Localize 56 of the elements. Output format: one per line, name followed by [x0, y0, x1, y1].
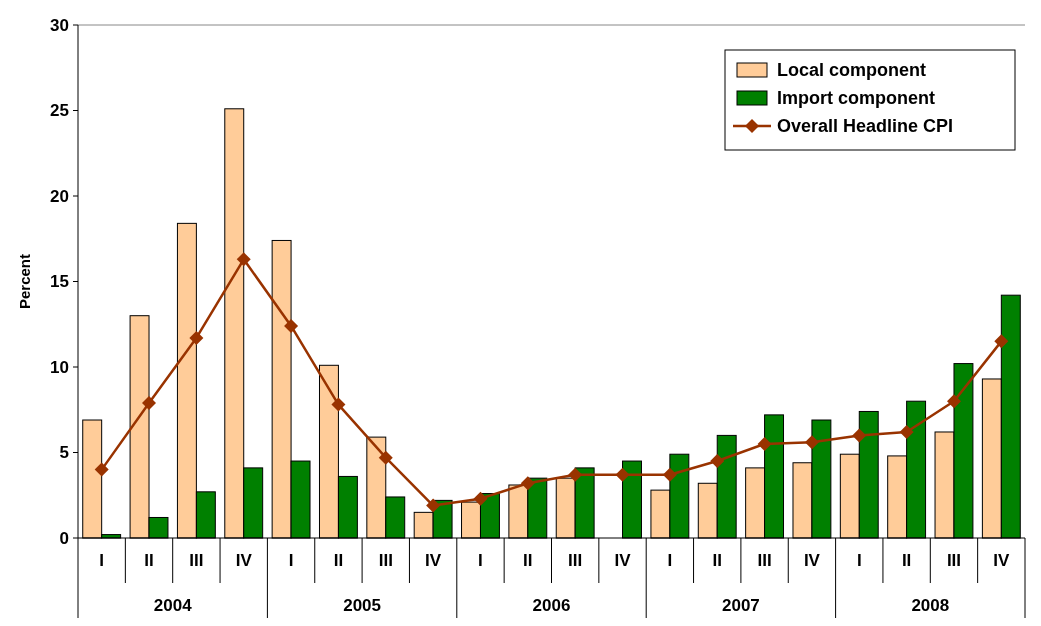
- point: [236, 252, 251, 267]
- x-tick-label: IV: [235, 551, 253, 570]
- x-tick-label: I: [288, 551, 294, 570]
- point: [946, 394, 961, 409]
- y-tick-label: 15: [50, 272, 69, 292]
- point: [331, 397, 346, 412]
- text: 2005: [343, 596, 382, 615]
- y-tick-label: 25: [50, 101, 69, 121]
- legend-label: Local component: [777, 60, 927, 81]
- point: [615, 467, 630, 482]
- y-tick-label: 20: [50, 186, 69, 206]
- text: 2006: [532, 596, 571, 615]
- point: [662, 467, 677, 482]
- point: [804, 435, 819, 450]
- x-tick-label: III: [189, 551, 204, 570]
- x-tick-label: I: [856, 551, 862, 570]
- x-tick-label: II: [712, 551, 722, 570]
- x-tick-label: I: [478, 551, 483, 570]
- point: [426, 498, 441, 513]
- point: [710, 454, 725, 469]
- x-tick-label: IV: [803, 551, 821, 570]
- y-axis-title: Percent: [16, 253, 33, 310]
- point: [284, 318, 299, 333]
- x-tick-label: III: [757, 551, 772, 570]
- x-tick-label: IV: [425, 551, 442, 570]
- point: [473, 491, 488, 506]
- legend-label: Overall Headline CPI: [777, 116, 954, 137]
- point: [568, 467, 583, 482]
- y-tick-label: 30: [50, 15, 69, 35]
- x-tick-label: II: [901, 551, 912, 570]
- x-tick-label: II: [333, 551, 344, 570]
- x-tick-label: III: [568, 551, 583, 570]
- text: 2004: [153, 596, 193, 615]
- x-tick-label: III: [378, 551, 393, 570]
- y-tick-label: 0: [59, 528, 69, 548]
- y-tick-label: 10: [50, 357, 69, 377]
- x-tick-label: II: [523, 551, 533, 570]
- point: [189, 330, 204, 345]
- x-tick-label: I: [667, 551, 673, 570]
- point: [520, 476, 535, 491]
- x-tick-label: I: [99, 551, 105, 570]
- legend-label: Import component: [777, 88, 935, 109]
- point: [94, 462, 109, 477]
- text: 2008: [911, 596, 950, 615]
- point: [852, 428, 867, 443]
- x-tick-label: IV: [614, 551, 632, 570]
- point: [378, 450, 393, 465]
- point: [142, 395, 157, 410]
- point: [994, 334, 1009, 349]
- point: [899, 424, 914, 439]
- x-tick-label: II: [144, 551, 154, 570]
- x-tick-label: IV: [993, 551, 1011, 570]
- text: 2007: [721, 596, 760, 615]
- point: [757, 436, 772, 451]
- x-tick-label: III: [946, 551, 962, 570]
- y-tick-label: 5: [59, 443, 69, 463]
